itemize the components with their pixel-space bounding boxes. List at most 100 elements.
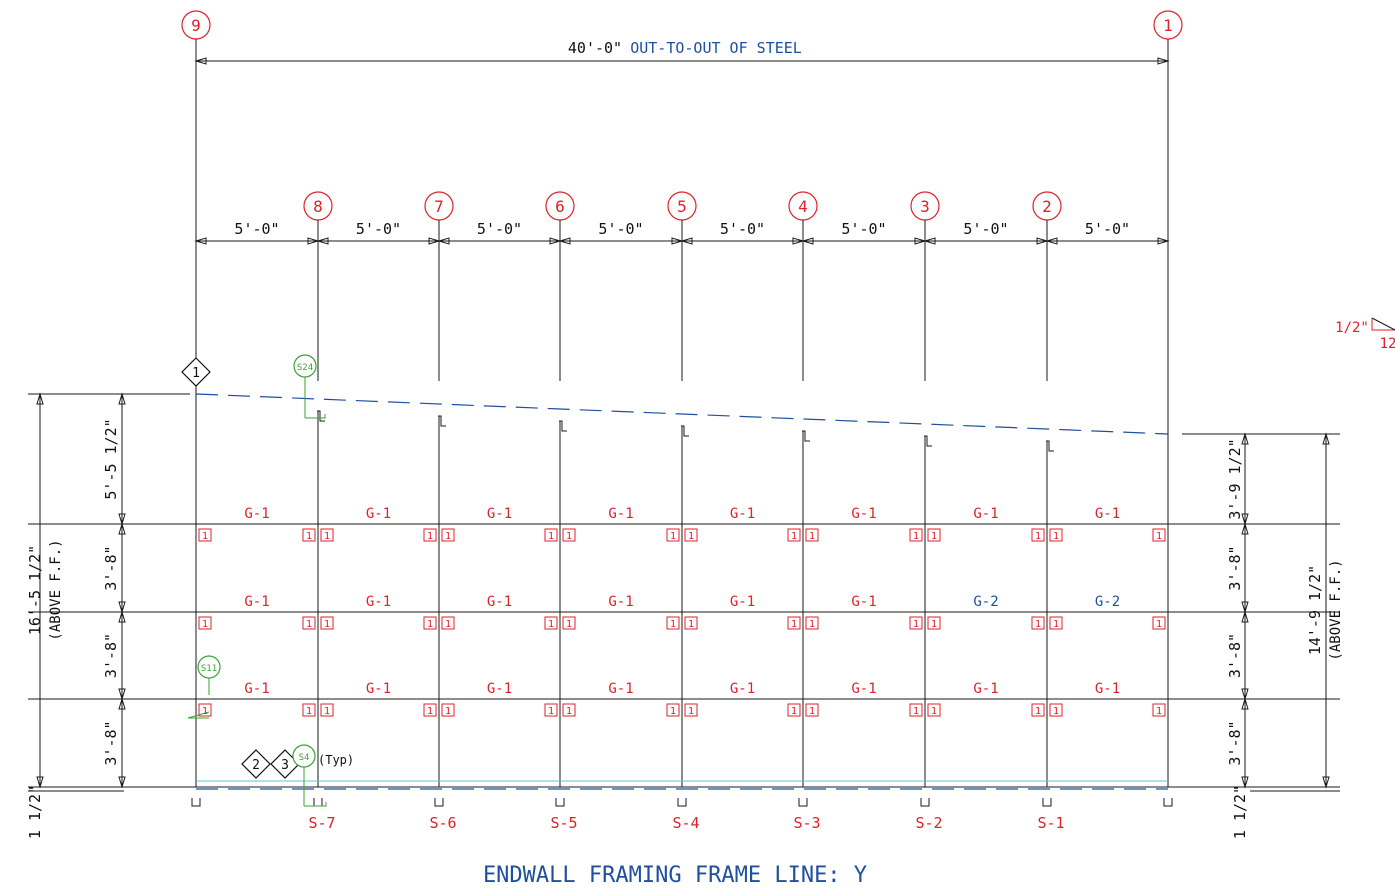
clip-box <box>805 528 819 542</box>
slope-hypotenuse <box>1371 317 1395 331</box>
clip-box-label: 1 <box>324 619 330 630</box>
clip-box <box>909 528 923 542</box>
arrowhead <box>914 237 927 245</box>
clip-box-label: 1 <box>688 619 694 630</box>
girt-label: G-1 <box>366 681 391 697</box>
clip-box-label: 1 <box>566 531 572 542</box>
detail-diamond <box>181 357 211 387</box>
arrowhead <box>792 237 805 245</box>
clip-box <box>805 616 819 630</box>
clip-box-label: 1 <box>670 706 676 717</box>
section-cut-mark <box>305 414 326 419</box>
grid-bubble-label: 5 <box>677 197 687 216</box>
base-column-mark <box>191 798 201 807</box>
clip-box-label: 1 <box>791 531 797 542</box>
clip-box-label: 1 <box>445 706 451 717</box>
clip-box-label: 1 <box>913 619 919 630</box>
column-cap-mark <box>559 420 567 432</box>
clip-box-label: 1 <box>931 619 937 630</box>
section-callout-label: S4 <box>299 753 310 763</box>
drawing-title: ENDWALL FRAMING FRAME LINE: Y <box>483 863 867 888</box>
detail-diamond-label: 1 <box>192 366 200 381</box>
drawing-labels: 9 8 7 6 5 4 3 2 1 40'-0" OUT-TO-OUT OF STEEL 5'-0" 5… <box>26 16 1395 888</box>
arrowhead <box>118 601 126 614</box>
arrowhead <box>1241 522 1249 535</box>
arrowhead <box>1241 601 1249 614</box>
arrowhead <box>118 513 126 526</box>
bay-dimension-label: 5'-0" <box>477 220 522 238</box>
clip-box-label: 1 <box>913 706 919 717</box>
clip-box-label: 1 <box>427 619 433 630</box>
column-mark-label: S-5 <box>550 814 577 832</box>
left-segment-dimension: 3'-8" <box>102 720 120 765</box>
arrowhead <box>36 776 44 789</box>
clip-box <box>927 528 941 542</box>
girt-label: G-1 <box>730 681 755 697</box>
arrowhead <box>1322 776 1330 789</box>
clip-box <box>805 703 819 717</box>
clip-box <box>1049 703 1063 717</box>
column-mark-label: S-7 <box>308 814 335 832</box>
bay-dimension-label: 5'-0" <box>356 220 401 238</box>
arrowhead <box>316 237 329 245</box>
arrowhead <box>194 57 207 65</box>
girt-label: G-1 <box>244 681 269 697</box>
arrowhead <box>36 392 44 405</box>
clip-box-label: 1 <box>306 619 312 630</box>
arrowhead <box>118 392 126 405</box>
base-column-mark <box>1042 798 1052 807</box>
clip-box <box>302 703 316 717</box>
clip-box-label: 1 <box>445 619 451 630</box>
right-segment-dimension: 3'-8" <box>1226 720 1244 765</box>
section-callout-label: S11 <box>201 664 217 674</box>
girt-label: G-1 <box>730 506 755 522</box>
grid-bubble-label: 2 <box>1042 197 1052 216</box>
clip-box <box>544 528 558 542</box>
grid-bubble-label: 7 <box>434 197 444 216</box>
clip-box-label: 1 <box>1035 531 1041 542</box>
arrowhead <box>118 522 126 535</box>
right-segment-dimension: 3'-8" <box>1226 545 1244 590</box>
girt-label: G-1 <box>608 506 633 522</box>
clip-box <box>198 616 212 630</box>
clip-box <box>198 528 212 542</box>
grid-bubble-label: 1 <box>1163 16 1173 35</box>
column-cap-mark <box>681 425 689 437</box>
girt-label: G-1 <box>366 594 391 610</box>
clip-box-label: 1 <box>202 706 208 717</box>
clip-box-label: 1 <box>670 531 676 542</box>
clip-box-label: 1 <box>670 619 676 630</box>
clip-box-label: 1 <box>1053 619 1059 630</box>
clip-box <box>562 703 576 717</box>
arrowhead <box>1241 688 1249 701</box>
girt-label: G-1 <box>730 594 755 610</box>
clip-box-label: 1 <box>306 706 312 717</box>
base-column-mark <box>434 798 444 807</box>
arrowhead <box>680 237 693 245</box>
base-column-mark <box>1163 798 1173 807</box>
column-mark-label: S-1 <box>1037 814 1064 832</box>
clip-box-label: 1 <box>1156 619 1162 630</box>
girt-label: G-1 <box>487 681 512 697</box>
column-cap-mark <box>438 415 446 427</box>
clip-box <box>684 528 698 542</box>
girt-label: G-1 <box>244 506 269 522</box>
girt-label: G-2 <box>973 594 998 610</box>
arrowhead <box>1322 432 1330 445</box>
clip-box <box>1049 616 1063 630</box>
clip-box <box>1049 528 1063 542</box>
left-segment-dimension: 3'-8" <box>102 633 120 678</box>
grid-bubble-label: 9 <box>191 16 201 35</box>
clip-box <box>927 616 941 630</box>
clip-box-label: 1 <box>566 619 572 630</box>
clip-box <box>320 528 334 542</box>
clip-box <box>684 703 698 717</box>
column-cap-mark <box>317 410 325 422</box>
clip-box-label: 1 <box>1035 706 1041 717</box>
clip-box <box>441 703 455 717</box>
clip-box <box>787 528 801 542</box>
arrowhead <box>558 237 571 245</box>
clip-box <box>1152 616 1166 630</box>
clip-box <box>909 616 923 630</box>
